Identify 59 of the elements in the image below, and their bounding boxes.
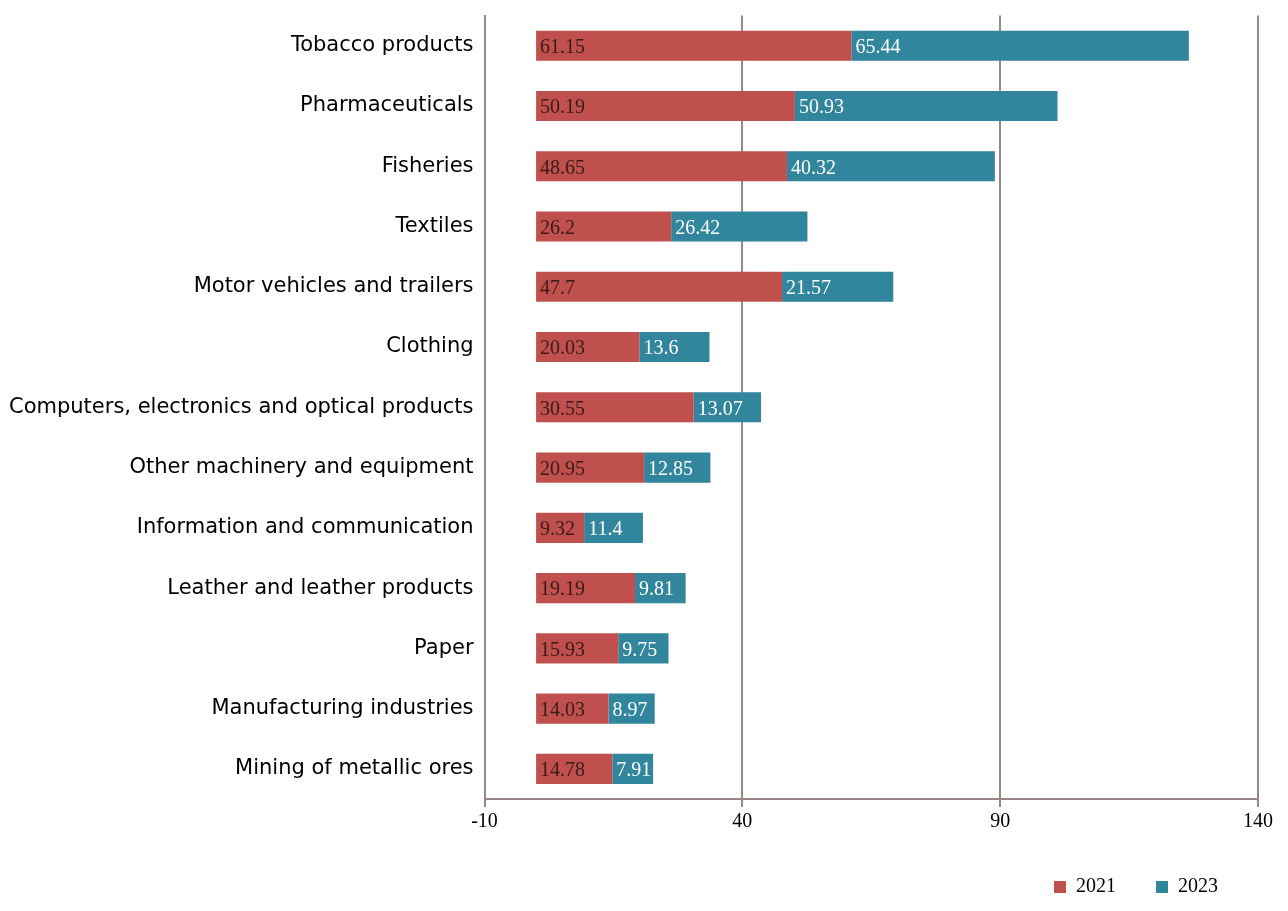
x-tick-label: -10	[471, 809, 498, 832]
data-label: 13.6	[643, 336, 679, 359]
data-label: 20.95	[540, 456, 586, 479]
bar	[536, 271, 783, 302]
data-label: 13.07	[697, 396, 743, 419]
data-label: 65.44	[855, 34, 901, 57]
data-label: 14.03	[540, 697, 586, 720]
data-label: 9.75	[622, 637, 658, 660]
y-tick-label: Clothing	[386, 333, 474, 358]
data-label: 12.85	[648, 456, 694, 479]
data-label: 40.32	[790, 155, 836, 178]
data-label: 30.55	[540, 396, 586, 419]
bar	[794, 90, 1058, 122]
data-label: 50.93	[798, 95, 844, 118]
bar	[639, 331, 710, 363]
data-label: 8.97	[612, 697, 648, 720]
bar	[536, 211, 672, 242]
legend-label: 2021	[1076, 874, 1116, 897]
data-label: 61.15	[540, 34, 586, 57]
data-label: 7.91	[616, 758, 652, 781]
x-tick-label: 140	[1243, 809, 1273, 832]
y-tick-label: Computers, electronics and optical products	[8, 393, 474, 418]
bar	[851, 30, 1189, 61]
bar	[671, 211, 808, 242]
data-label: 48.65	[540, 155, 586, 178]
data-label: 15.93	[540, 637, 586, 660]
bar	[536, 392, 694, 423]
y-tick-label: Information and communication	[136, 514, 474, 539]
y-tick-label: Paper	[414, 634, 474, 659]
bar	[782, 271, 894, 302]
x-tick-label: 90	[990, 809, 1011, 832]
data-label: 20.03	[540, 336, 586, 359]
data-label: 19.19	[540, 577, 586, 600]
data-label: 47.7	[540, 276, 576, 299]
data-label: 9.81	[639, 577, 675, 600]
data-label: 21.57	[786, 276, 832, 299]
bar	[536, 30, 852, 61]
data-label: 9.32	[540, 517, 576, 540]
data-label: 14.78	[540, 758, 586, 781]
y-tick-label: Manufacturing industries	[211, 695, 474, 720]
data-label: 26.2	[540, 215, 576, 238]
y-tick-label: Pharmaceuticals	[300, 92, 474, 117]
data-label: 11.4	[588, 517, 623, 540]
bar	[536, 452, 645, 483]
y-tick-label: Motor vehicles and trailers	[193, 273, 474, 298]
bar	[536, 573, 636, 604]
legend-label: 2023	[1178, 874, 1218, 897]
y-tick-label: Fisheries	[381, 152, 474, 177]
x-tick-label: 40	[732, 809, 753, 832]
data-label: 50.19	[540, 95, 586, 118]
y-tick-label: Leather and leather products	[167, 574, 474, 599]
bar	[786, 151, 995, 182]
data-label: 26.42	[675, 215, 721, 238]
y-tick-label: Other machinery and equipment	[129, 454, 474, 479]
bar	[536, 151, 787, 182]
y-tick-label: Textiles	[394, 212, 474, 237]
bar	[536, 90, 795, 122]
y-tick-label: Tobacco products	[289, 32, 474, 57]
y-tick-label: Mining of metallic ores	[235, 755, 474, 780]
